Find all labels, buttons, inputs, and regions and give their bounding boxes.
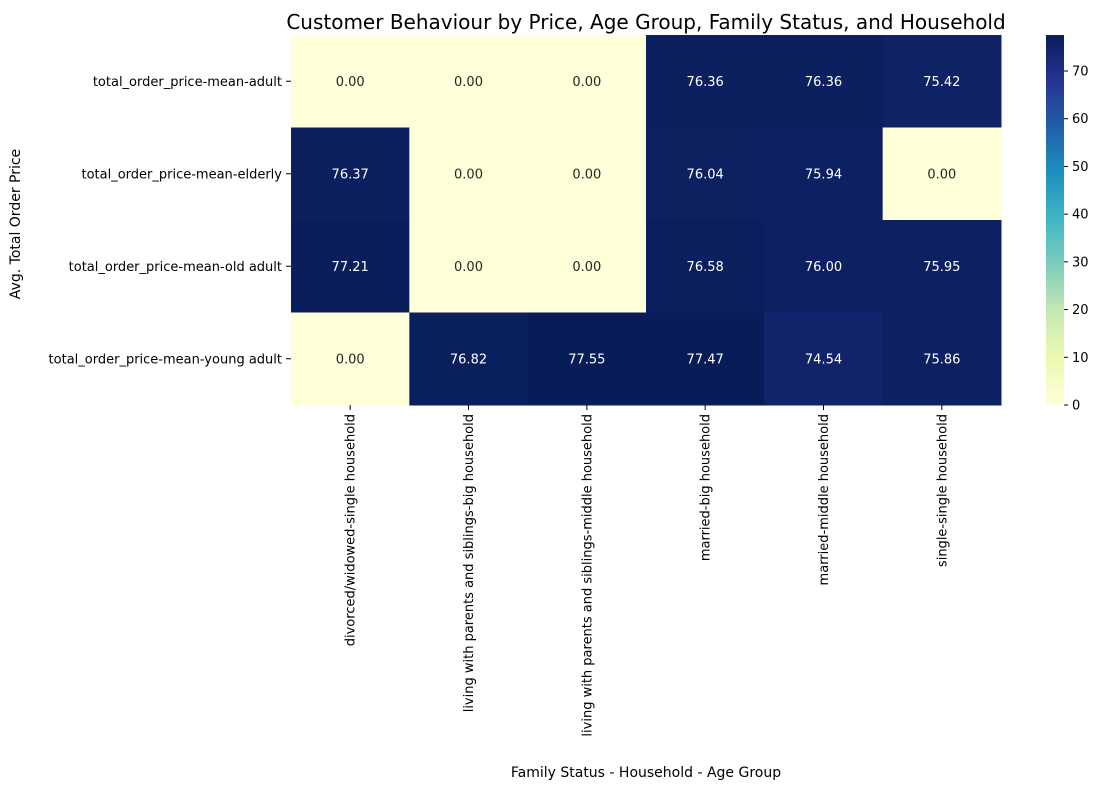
colorbar-tick-label: 20 — [1072, 303, 1089, 318]
cell-value-label: 75.42 — [923, 75, 960, 90]
cell-value-label: 77.55 — [568, 352, 605, 367]
heatmap-cell — [882, 127, 1002, 221]
cell-value-label: 0.00 — [336, 75, 365, 90]
cell-value-label: 0.00 — [572, 260, 601, 275]
heatmap-cell — [291, 312, 410, 406]
cell-value-label: 76.36 — [805, 75, 842, 90]
heatmap-cell — [291, 35, 410, 128]
colorbar-tick-label: 30 — [1072, 255, 1089, 270]
colorbar: 0 10 20 30 40 50 60 70 — [1046, 35, 1089, 414]
chart-title: Customer Behaviour by Price, Age Group, … — [286, 10, 1005, 34]
colorbar-gradient — [1046, 35, 1064, 405]
heatmap-cell — [291, 127, 410, 221]
heatmap-cell — [764, 220, 884, 313]
heatmap-cell — [527, 127, 647, 221]
heatmap-cell — [764, 312, 884, 406]
colorbar-tick-label: 0 — [1072, 399, 1080, 414]
heatmap-cell — [646, 312, 765, 406]
heatmap-cell — [646, 35, 765, 128]
row-tick-label: total_order_price-mean-adult — [93, 75, 282, 90]
cell-value-label: 0.00 — [927, 167, 956, 182]
colorbar-tick-label: 60 — [1072, 112, 1089, 127]
column-tick-label: married-middle household — [817, 414, 832, 585]
heatmap-cell — [882, 220, 1002, 313]
column-tick-labels: divorced/widowed-single household living … — [344, 405, 950, 737]
cell-value-label: 76.00 — [805, 260, 842, 275]
heatmap-cell-labels: 0.00 0.00 0.00 76.36 76.36 75.42 76.37 0.00 0.00… — [332, 75, 961, 368]
cell-value-label: 75.95 — [923, 260, 960, 275]
x-axis-label: Family Status - Household - Age Group — [511, 765, 781, 781]
row-tick-label: total_order_price-mean-elderly — [81, 167, 282, 182]
heatmap-cell — [882, 312, 1002, 406]
cell-value-label: 0.00 — [454, 75, 483, 90]
column-tick-label: living with parents and siblings-big hou… — [462, 414, 477, 712]
cell-value-label: 76.04 — [687, 167, 724, 182]
cell-value-label: 76.58 — [687, 260, 724, 275]
heatmap-cell — [409, 312, 529, 406]
heatmap-cells — [291, 35, 1002, 406]
heatmap-cell — [291, 220, 410, 313]
heatmap-cell — [764, 127, 884, 221]
heatmap-cell — [409, 220, 529, 313]
heatmap-cell — [527, 220, 647, 313]
colorbar-tick-label: 70 — [1072, 65, 1089, 80]
cell-value-label: 75.94 — [805, 167, 842, 182]
cell-value-label: 0.00 — [336, 352, 365, 367]
heatmap-cell — [882, 35, 1002, 128]
heatmap-cell — [764, 35, 884, 128]
row-tick-label: total_order_price-mean-old adult — [69, 260, 282, 275]
y-axis-label: Avg. Total Order Price — [8, 149, 24, 299]
cell-value-label: 0.00 — [454, 167, 483, 182]
heatmap-cell — [646, 220, 765, 313]
cell-value-label: 0.00 — [572, 167, 601, 182]
heatmap-cell — [409, 127, 529, 221]
heatmap-cell — [646, 127, 765, 221]
heatmap-cell — [409, 35, 529, 128]
colorbar-tick-label: 10 — [1072, 351, 1089, 366]
row-tick-label: total_order_price-mean-young adult — [49, 352, 282, 367]
cell-value-label: 77.47 — [687, 352, 724, 367]
heatmap-cell — [527, 35, 647, 128]
row-tick-labels: total_order_price-mean-adult total_order_… — [49, 75, 291, 367]
heatmap-cell — [527, 312, 647, 406]
cell-value-label: 76.82 — [450, 352, 487, 367]
column-tick-label: married-big household — [699, 414, 714, 561]
colorbar-tick-label: 50 — [1072, 160, 1089, 175]
cell-value-label: 74.54 — [805, 352, 842, 367]
column-tick-label: divorced/widowed-single household — [344, 414, 359, 646]
colorbar-tick-label: 40 — [1072, 208, 1089, 223]
column-tick-label: single-single household — [935, 414, 950, 567]
cell-value-label: 76.37 — [332, 167, 369, 182]
cell-value-label: 0.00 — [572, 75, 601, 90]
cell-value-label: 75.86 — [923, 352, 960, 367]
column-tick-label: living with parents and siblings-middle … — [580, 414, 595, 737]
cell-value-label: 77.21 — [332, 260, 369, 275]
cell-value-label: 76.36 — [687, 75, 724, 90]
cell-value-label: 0.00 — [454, 260, 483, 275]
